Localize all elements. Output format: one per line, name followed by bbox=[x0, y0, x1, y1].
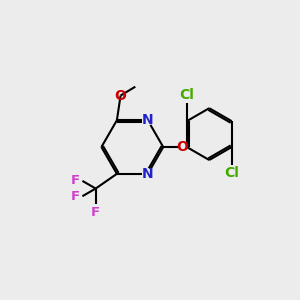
Text: F: F bbox=[91, 206, 100, 219]
Text: F: F bbox=[71, 174, 80, 188]
Text: Cl: Cl bbox=[224, 166, 239, 180]
Text: N: N bbox=[142, 167, 154, 181]
Text: O: O bbox=[176, 140, 188, 154]
Text: F: F bbox=[71, 190, 80, 203]
Text: Cl: Cl bbox=[179, 88, 194, 102]
Text: N: N bbox=[142, 113, 154, 127]
Text: O: O bbox=[115, 88, 127, 103]
